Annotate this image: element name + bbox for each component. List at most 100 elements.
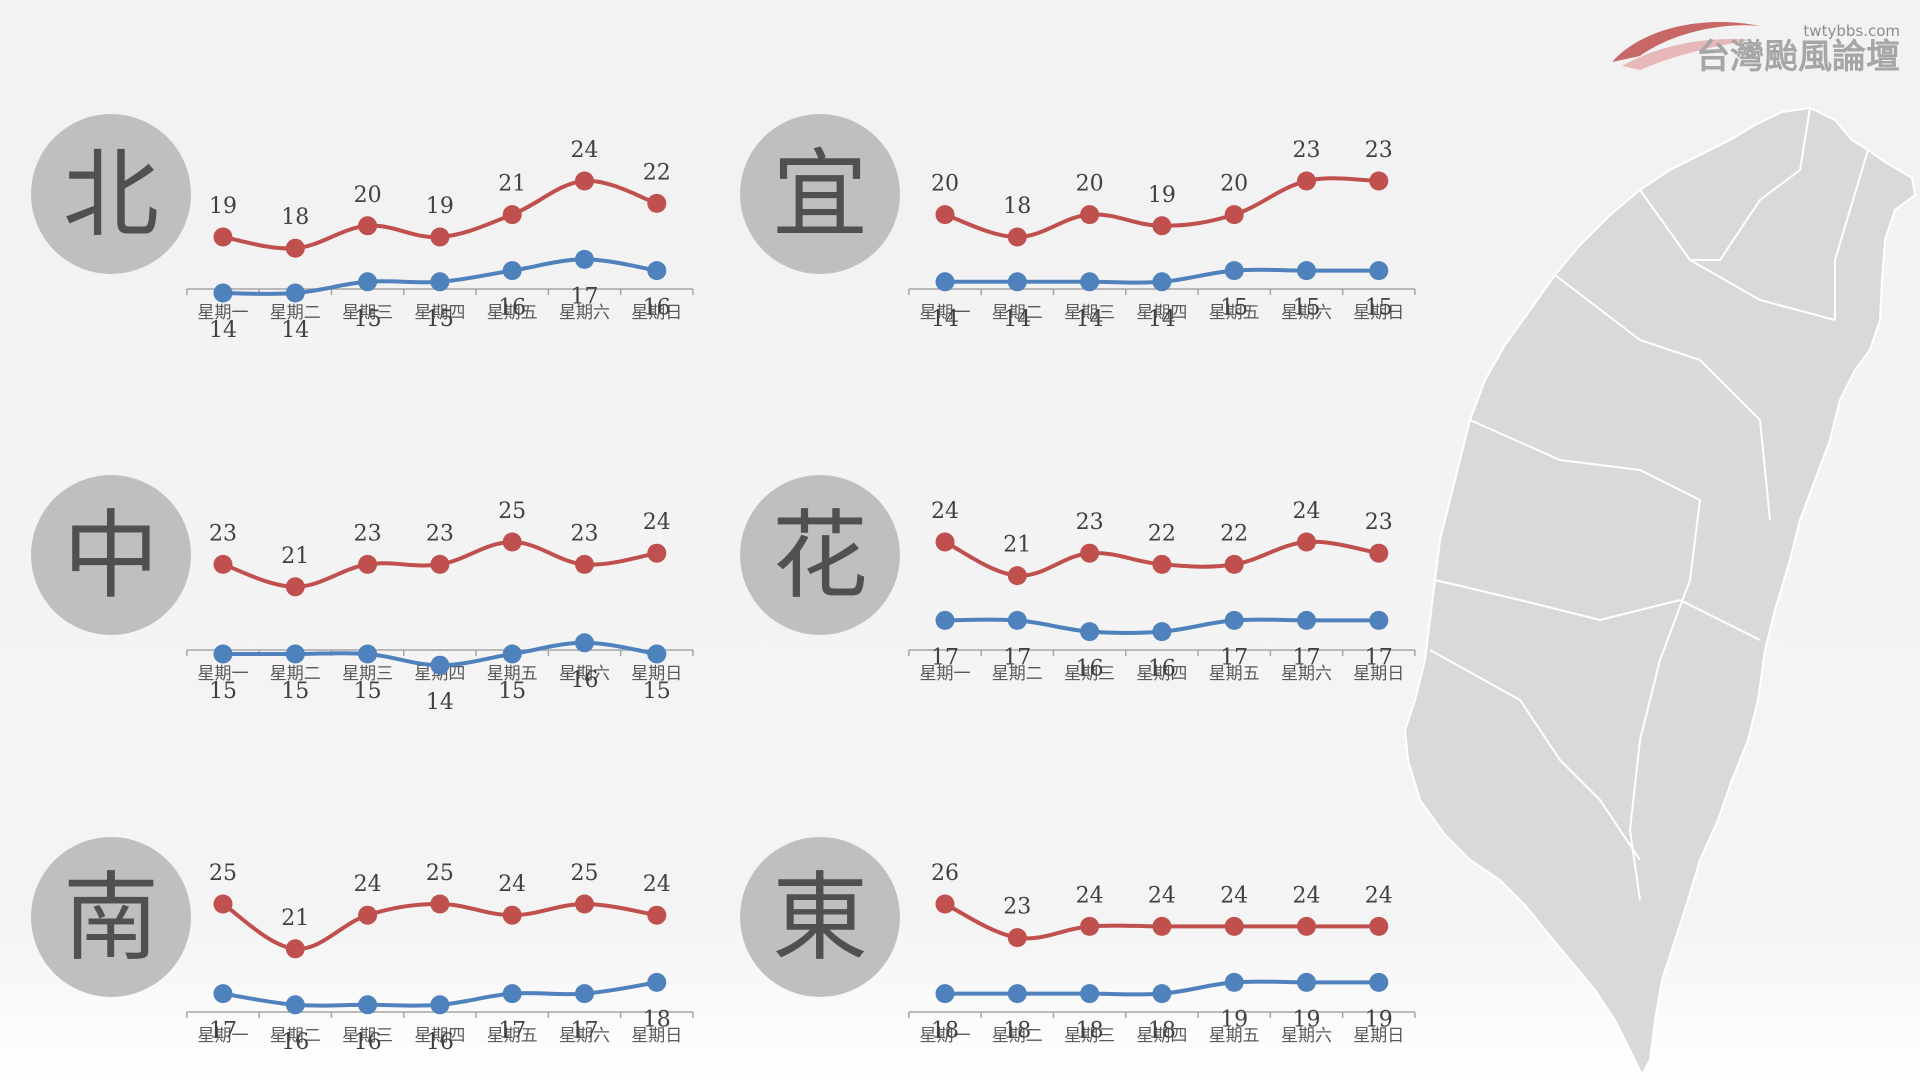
low-temp-point [358,644,378,664]
region-circle [740,475,900,635]
high-temp-label: 19 [209,194,237,219]
x-tick-label: 星期六 [559,1026,610,1046]
x-tick-label: 星期一 [198,664,249,684]
high-temp-point [647,543,667,563]
low-temp-point [285,644,305,664]
x-tick-label: 星期六 [1281,303,1332,323]
high-temp-label: 23 [571,521,599,546]
low-temp-label: 18 [931,1019,959,1044]
low-temp-point [1152,272,1172,292]
region-label: 花 [772,500,868,612]
x-tick-label: 星期六 [559,303,610,323]
x-tick-label: 星期三 [342,303,393,323]
high-temp-label: 24 [1076,883,1104,908]
high-temp-point [213,554,233,574]
low-temp-point [430,655,450,675]
low-temp-point [935,610,955,630]
x-tick-label: 星期五 [1209,1026,1260,1046]
high-temp-label: 23 [1365,138,1393,163]
high-temp-point [1080,543,1100,563]
logo: twtybbs.com 台灣颱風論壇 [1612,22,1900,77]
x-tick-label: 星期四 [1136,664,1187,684]
high-temp-point [1224,916,1244,936]
high-temp-label: 19 [426,194,454,219]
low-temp-label: 17 [1365,645,1393,670]
low-temp-label: 14 [931,307,959,332]
high-temp-label: 24 [1293,499,1321,524]
low-temp-label: 14 [1003,307,1031,332]
high-temp-label: 24 [1365,883,1393,908]
low-temp-label: 15 [354,307,382,332]
low-temp-point [1297,261,1316,281]
low-temp-point [1369,610,1389,630]
high-temp-point [935,894,955,914]
high-temp-point [285,939,305,959]
high-temp-label: 25 [571,861,599,886]
high-temp-label: 23 [1365,510,1393,535]
low-temp-label: 16 [571,668,599,693]
logo-text: 台灣颱風論壇 [1696,37,1900,77]
high-temp-point [575,554,594,574]
x-tick-label: 星期四 [414,1026,465,1046]
high-temp-point [358,905,378,925]
x-tick-label: 星期二 [992,303,1043,323]
x-tick-label: 星期二 [270,303,321,323]
high-temp-label: 18 [1003,194,1031,219]
low-temp-point [1369,972,1389,992]
high-temp-point [358,216,378,236]
low-temp-point [647,261,667,281]
x-tick-label: 星期六 [559,664,610,684]
high-temp-label: 22 [1220,521,1248,546]
high-temp-point [647,193,667,213]
high-temp-point [1369,171,1389,191]
low-temp-point [1007,984,1027,1004]
high-temp-label: 25 [426,861,454,886]
x-tick-label: 星期日 [631,664,682,684]
high-temp-label: 25 [209,861,237,886]
x-tick-label: 星期三 [1064,1026,1115,1046]
low-temp-point [575,249,594,269]
low-temp-point [1152,622,1172,642]
high-temp-label: 19 [1148,183,1176,208]
low-temp-label: 15 [643,679,671,704]
low-temp-label: 17 [931,645,959,670]
region-circle [31,837,191,997]
high-temp-point [1080,205,1100,225]
x-tick-label: 星期五 [1209,303,1260,323]
high-temp-point [1297,532,1316,552]
high-temp-label: 23 [209,521,237,546]
x-tick-label: 星期六 [1281,664,1332,684]
low-temp-point [575,984,594,1004]
low-temp-label: 17 [498,1019,526,1044]
high-temp-point [1007,227,1027,247]
low-temp-label: 17 [1220,645,1248,670]
low-temp-point [1007,272,1027,292]
high-temp-point [1152,916,1172,936]
high-temp-point [1369,543,1389,563]
high-temp-label: 23 [1003,895,1031,920]
high-temp-point [430,227,450,247]
high-temp-point [213,227,233,247]
low-temp-label: 16 [498,296,526,321]
high-temp-label: 20 [1076,172,1104,197]
low-temp-label: 18 [1076,1019,1104,1044]
high-temp-label: 21 [498,172,526,197]
region-label: 東 [772,862,868,974]
low-temp-label: 16 [643,296,671,321]
high-temp-point [575,894,594,914]
high-temp-point [358,554,378,574]
low-temp-label: 19 [1220,1007,1248,1032]
high-temp-point [1369,916,1389,936]
low-temp-point [1224,261,1244,281]
low-temp-label: 18 [1148,1019,1176,1044]
low-temp-label: 15 [1365,296,1393,321]
low-temp-label: 15 [426,307,454,332]
low-temp-point [502,261,522,281]
high-temp-point [1007,566,1027,586]
high-temp-label: 23 [1076,510,1104,535]
x-tick-label: 星期日 [1353,1026,1404,1046]
